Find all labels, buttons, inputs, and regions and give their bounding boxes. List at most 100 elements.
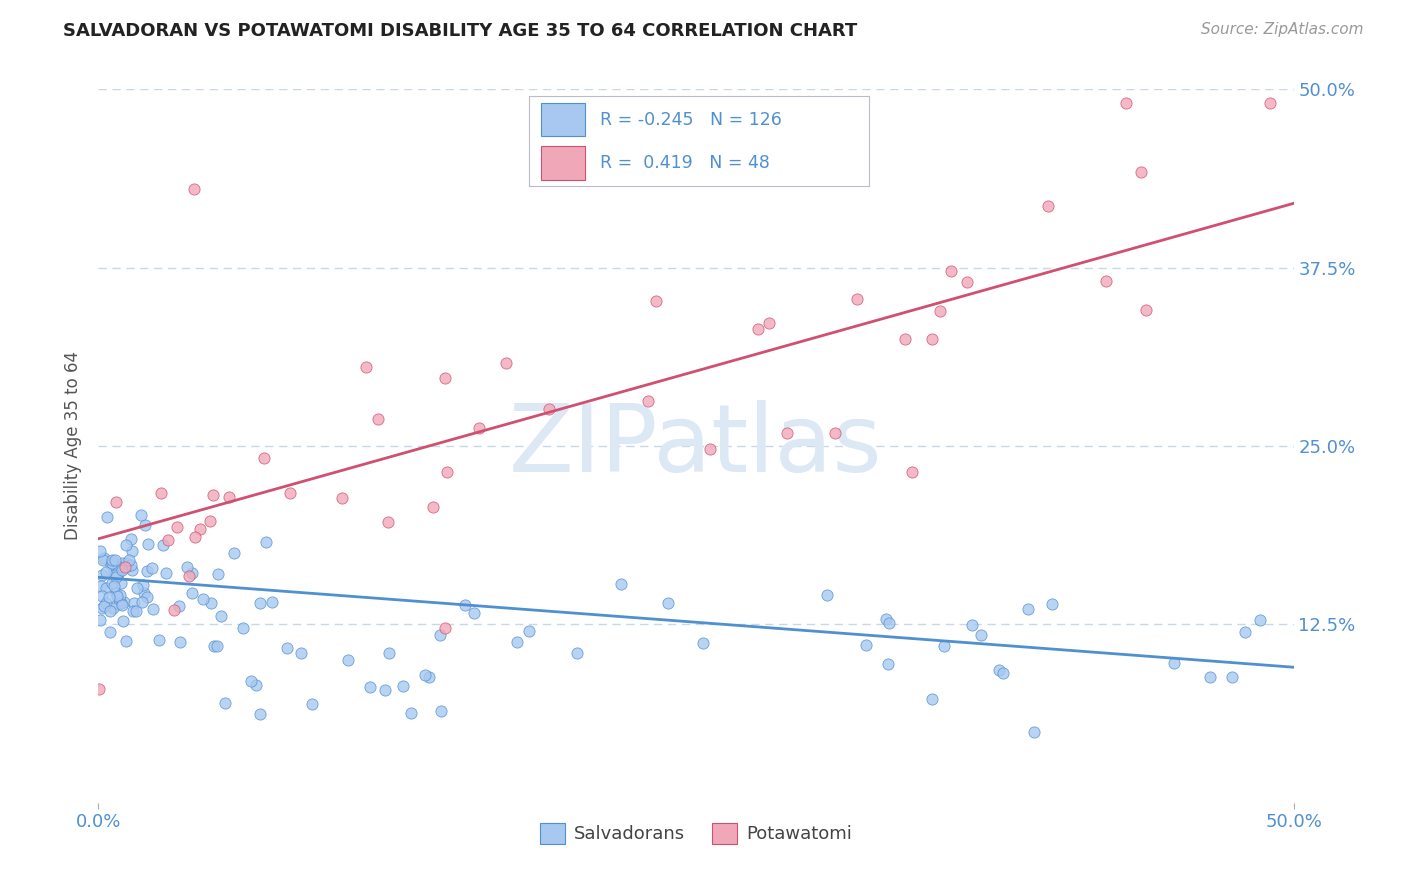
Point xyxy=(121,604,143,618)
Point xyxy=(108,597,131,611)
Point xyxy=(367,412,389,426)
Point xyxy=(921,691,943,706)
Point xyxy=(276,640,298,655)
Point xyxy=(232,621,254,635)
Point xyxy=(90,601,112,615)
Point xyxy=(87,681,110,696)
Point xyxy=(1017,601,1039,615)
Point xyxy=(429,628,451,642)
Point xyxy=(91,589,114,603)
Point xyxy=(141,561,163,575)
Point xyxy=(747,322,769,336)
Point xyxy=(1129,164,1152,178)
Point xyxy=(207,567,229,582)
Point xyxy=(142,602,165,616)
Point xyxy=(1258,96,1281,111)
Point xyxy=(120,558,142,572)
Text: SALVADORAN VS POTAWATOMI DISABILITY AGE 35 TO 64 CORRELATION CHART: SALVADORAN VS POTAWATOMI DISABILITY AGE … xyxy=(63,22,858,40)
Point xyxy=(150,485,173,500)
Point xyxy=(193,591,215,606)
Point xyxy=(94,596,117,610)
Point xyxy=(104,567,127,582)
Point xyxy=(125,581,148,595)
Point xyxy=(1249,613,1271,627)
Point xyxy=(249,596,271,610)
Point xyxy=(815,588,838,602)
Point xyxy=(100,558,122,572)
Point xyxy=(112,595,135,609)
Point xyxy=(98,604,121,618)
Point xyxy=(202,640,225,654)
Point xyxy=(117,558,139,573)
Point xyxy=(467,421,489,435)
Point xyxy=(929,303,952,318)
Point xyxy=(111,563,134,577)
Point xyxy=(121,544,143,558)
Point xyxy=(103,600,125,615)
Point xyxy=(436,465,458,479)
Point xyxy=(89,613,111,627)
Point xyxy=(939,263,962,277)
Point xyxy=(699,442,721,457)
Point xyxy=(894,333,917,347)
Point xyxy=(301,697,323,711)
Point xyxy=(114,559,136,574)
Point xyxy=(91,553,114,567)
Point xyxy=(253,450,276,465)
Point xyxy=(495,355,517,369)
Point xyxy=(218,490,240,504)
Point xyxy=(122,596,145,610)
Point xyxy=(98,624,121,639)
Point xyxy=(163,603,186,617)
Point xyxy=(956,275,979,289)
Point xyxy=(1022,724,1045,739)
Point xyxy=(111,598,134,612)
Point xyxy=(183,182,205,196)
Point xyxy=(101,576,124,591)
Point xyxy=(422,500,444,514)
Point xyxy=(824,425,846,440)
Point xyxy=(222,546,245,560)
Point xyxy=(1233,624,1256,639)
Point xyxy=(205,639,228,653)
Point xyxy=(359,680,381,694)
Point xyxy=(114,634,136,648)
Point xyxy=(125,604,148,618)
Point xyxy=(960,617,983,632)
Point xyxy=(399,706,422,721)
Point xyxy=(103,566,125,580)
Point xyxy=(537,402,560,417)
Point xyxy=(132,586,155,600)
Point xyxy=(433,621,456,635)
Point xyxy=(209,609,232,624)
Point xyxy=(900,465,922,479)
Point xyxy=(93,599,115,614)
Point xyxy=(188,522,211,536)
Point xyxy=(970,628,993,642)
Point xyxy=(105,570,128,584)
Point xyxy=(129,508,152,522)
Point xyxy=(657,596,679,610)
Point xyxy=(260,595,283,609)
Point xyxy=(90,579,112,593)
Point xyxy=(239,673,262,688)
Point xyxy=(180,566,202,580)
Point xyxy=(93,550,115,565)
Point xyxy=(877,616,900,631)
Point xyxy=(100,553,122,567)
Point xyxy=(201,488,224,502)
Point xyxy=(1115,96,1137,111)
Point xyxy=(111,556,134,570)
Point xyxy=(179,569,201,583)
Point xyxy=(1199,670,1222,684)
Point xyxy=(157,533,180,548)
Point xyxy=(877,657,900,672)
Point xyxy=(430,704,453,718)
Point xyxy=(418,670,440,684)
Point xyxy=(176,559,198,574)
Point xyxy=(120,532,142,546)
Point xyxy=(290,646,312,660)
Point xyxy=(517,624,540,638)
Point xyxy=(148,632,170,647)
Point xyxy=(111,615,134,629)
